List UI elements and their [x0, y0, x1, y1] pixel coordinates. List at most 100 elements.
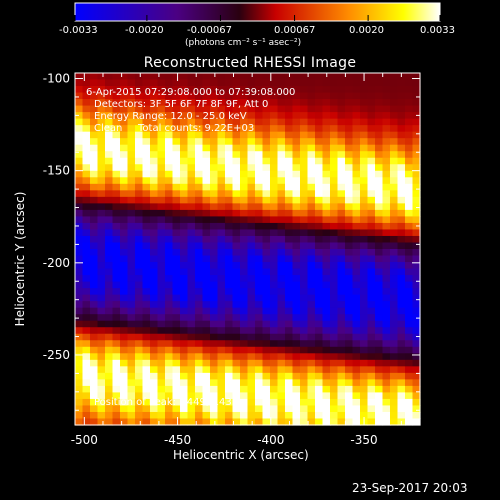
- heatmap-cell: [367, 209, 376, 218]
- heatmap-cell: [360, 366, 369, 374]
- heatmap-cell: [307, 242, 316, 250]
- heatmap-cell: [112, 255, 121, 263]
- heatmap-cell: [382, 73, 391, 81]
- heatmap-cell: [120, 379, 129, 387]
- heatmap-cell: [150, 385, 159, 394]
- heatmap-cell: [412, 92, 421, 100]
- heatmap-cell: [255, 118, 264, 126]
- heatmap-cell: [285, 229, 294, 237]
- heatmap-cell: [202, 249, 211, 257]
- heatmap-cell: [157, 157, 166, 165]
- heatmap-cell: [97, 157, 106, 165]
- heatmap-cell: [367, 301, 376, 309]
- heatmap-cell: [240, 353, 249, 361]
- heatmap-cell: [390, 105, 399, 113]
- heatmap-cell: [232, 216, 241, 224]
- heatmap-cell: [75, 79, 84, 87]
- heatmap-cell: [75, 99, 84, 107]
- heatmap-cell: [150, 275, 159, 283]
- heatmap-cell: [142, 203, 151, 211]
- heatmap-cell: [135, 105, 144, 113]
- heatmap-cell: [82, 385, 91, 394]
- heatmap-cell: [127, 170, 136, 178]
- heatmap-cell: [405, 112, 414, 120]
- heatmap-cell: [412, 405, 421, 413]
- heatmap-cell: [202, 170, 211, 178]
- heatmap-cell: [97, 418, 106, 426]
- heatmap-cell: [375, 170, 384, 178]
- heatmap-cell: [330, 131, 339, 139]
- heatmap-cell: [277, 294, 286, 302]
- heatmap-cell: [225, 125, 234, 133]
- heatmap-cell: [217, 275, 226, 283]
- heatmap-cell: [202, 118, 211, 126]
- heatmap-cell: [352, 164, 361, 172]
- heatmap-cell: [97, 346, 106, 354]
- heatmap-cell: [195, 73, 204, 81]
- heatmap-cell: [105, 288, 114, 296]
- heatmap-cell: [315, 307, 324, 315]
- heatmap-cell: [225, 183, 234, 191]
- heatmap-cell: [120, 333, 129, 341]
- heatmap-cell: [120, 86, 129, 94]
- heatmap-cell: [360, 144, 369, 152]
- heatmap-cell: [412, 320, 421, 328]
- heatmap-cell: [127, 379, 136, 387]
- heatmap-cell: [180, 235, 189, 244]
- heatmap-cell: [270, 183, 279, 191]
- heatmap-cell: [307, 301, 316, 309]
- heatmap-cell: [270, 131, 279, 139]
- heatmap-cell: [135, 99, 144, 107]
- heatmap-cell: [195, 418, 204, 426]
- heatmap-cell: [232, 275, 241, 283]
- heatmap-cell: [180, 203, 189, 211]
- heatmap-cell: [345, 99, 354, 107]
- y-tick-label: -150: [43, 164, 70, 178]
- heatmap-cell: [390, 294, 399, 302]
- heatmap-cell: [382, 366, 391, 374]
- heatmap-cell: [300, 418, 309, 426]
- heatmap-cell: [120, 131, 129, 139]
- heatmap-cell: [307, 385, 316, 394]
- heatmap-cell: [307, 138, 316, 146]
- heatmap-cell: [112, 196, 121, 204]
- heatmap-cell: [75, 281, 84, 289]
- heatmap-cell: [120, 372, 129, 380]
- heatmap-cell: [217, 73, 226, 81]
- heatmap-cell: [172, 164, 181, 172]
- heatmap-cell: [157, 105, 166, 113]
- heatmap-cell: [150, 157, 159, 165]
- heatmap-cell: [90, 105, 99, 113]
- heatmap-cell: [315, 203, 324, 211]
- heatmap-cell: [405, 288, 414, 296]
- heatmap-cell: [150, 301, 159, 309]
- heatmap-cell: [322, 131, 331, 139]
- heatmap-cell: [315, 288, 324, 296]
- heatmap-cell: [270, 73, 279, 81]
- heatmap-cell: [202, 359, 211, 367]
- heatmap-cell: [247, 190, 256, 198]
- heatmap-cell: [292, 164, 301, 172]
- heatmap-cell: [165, 79, 174, 87]
- heatmap-cell: [352, 112, 361, 120]
- heatmap-cell: [112, 131, 121, 139]
- heatmap-cell: [120, 320, 129, 328]
- heatmap-cell: [315, 177, 324, 185]
- heatmap-cell: [330, 294, 339, 302]
- heatmap-cell: [285, 118, 294, 126]
- heatmap-cell: [322, 112, 331, 120]
- heatmap-cell: [247, 385, 256, 394]
- heatmap-cell: [285, 112, 294, 120]
- heatmap-cell: [172, 138, 181, 146]
- heatmap-cell: [360, 411, 369, 420]
- heatmap-cell: [150, 216, 159, 224]
- heatmap-cell: [127, 209, 136, 218]
- heatmap-cell: [337, 353, 346, 361]
- heatmap-cell: [142, 190, 151, 198]
- heatmap-cell: [112, 79, 121, 87]
- heatmap-cell: [382, 379, 391, 387]
- heatmap-cell: [345, 301, 354, 309]
- heatmap-cell: [367, 138, 376, 146]
- heatmap-cell: [127, 131, 136, 139]
- heatmap-cell: [277, 301, 286, 309]
